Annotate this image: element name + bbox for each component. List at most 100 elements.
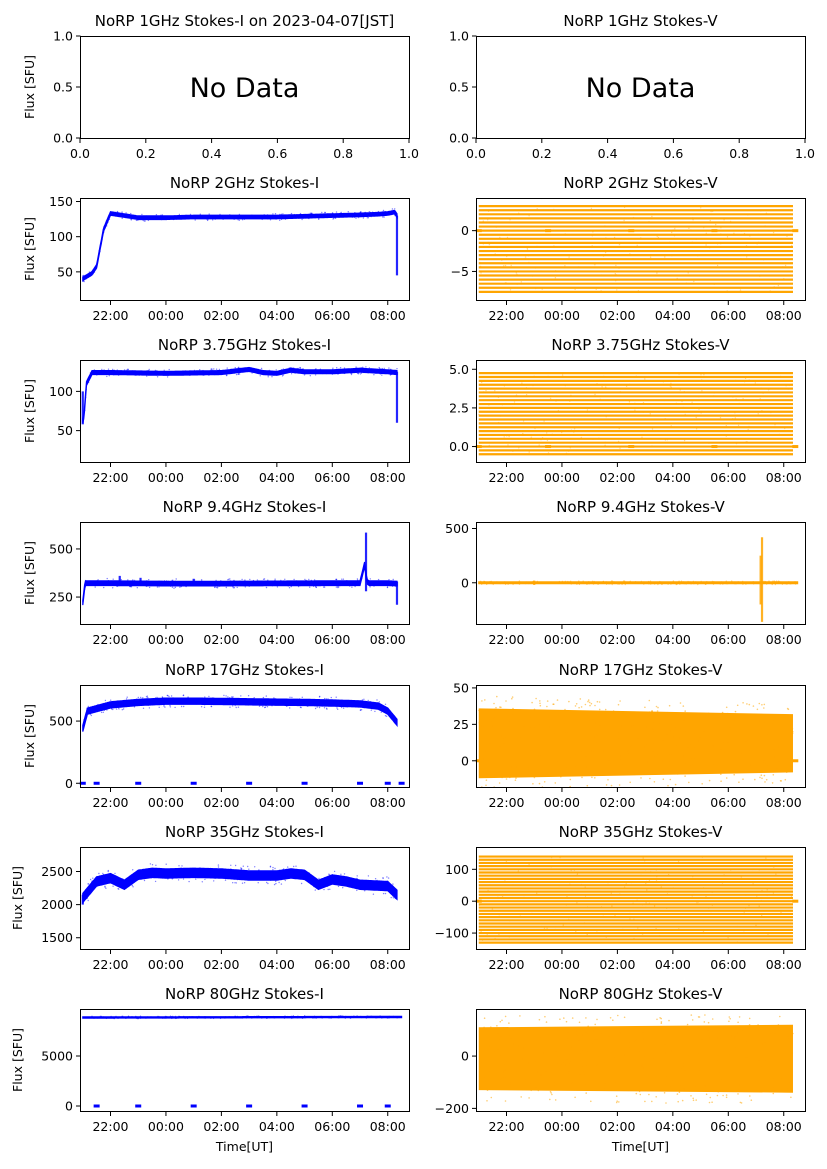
- data-point: [483, 1076, 485, 1078]
- x-tick-label: 06:00: [710, 308, 746, 323]
- data-point: [116, 1016, 118, 1018]
- data-point: [686, 1023, 689, 1026]
- data-point: [335, 696, 337, 698]
- data-point: [211, 869, 213, 872]
- data-point: [181, 869, 183, 871]
- data-point: [371, 213, 373, 216]
- x-tick-label: 06:00: [314, 308, 350, 323]
- data-point: [100, 243, 102, 245]
- data-point: [707, 712, 710, 715]
- data-point: [594, 1023, 596, 1026]
- data-point: [167, 697, 169, 700]
- data-point: [641, 436, 643, 438]
- data-point: [308, 217, 310, 220]
- data-point: [332, 212, 334, 214]
- data-point: [513, 401, 516, 403]
- data-point: [508, 1022, 510, 1024]
- data-point: [235, 582, 237, 585]
- data-point: [384, 210, 386, 213]
- data-point: [768, 581, 770, 584]
- data-point: [90, 710, 92, 712]
- data-point: [535, 697, 537, 700]
- data-point: [773, 1091, 775, 1093]
- data-point: [570, 583, 573, 585]
- data-point: [519, 929, 522, 931]
- data-point: [753, 770, 755, 772]
- data-point: [251, 1017, 253, 1019]
- data-point: [508, 1035, 511, 1037]
- data-point: [295, 865, 297, 867]
- data-point: [250, 875, 252, 877]
- data-point: [166, 1015, 168, 1018]
- data-point: [478, 721, 481, 724]
- data-point: [322, 704, 324, 706]
- data-point: [272, 213, 274, 215]
- data-point: [295, 583, 297, 585]
- data-point: [538, 1018, 541, 1021]
- data-point: [513, 932, 516, 934]
- data-point: [657, 754, 659, 756]
- data-point: [683, 758, 685, 761]
- data-point: [394, 212, 396, 214]
- data-point: [612, 710, 615, 712]
- data-point: [712, 583, 715, 585]
- data-point: [511, 697, 513, 700]
- data-point: [680, 743, 683, 746]
- data-point: [764, 580, 767, 583]
- data-point: [621, 763, 624, 765]
- no-data-message: No Data: [586, 73, 696, 104]
- data-point: [335, 701, 337, 703]
- data-point: [792, 731, 794, 733]
- data-point: [734, 1035, 736, 1037]
- series-band-0: [82, 867, 398, 905]
- data-point: [738, 765, 741, 768]
- data-point: [573, 1054, 575, 1057]
- data-point: [596, 383, 598, 385]
- data-point: [678, 928, 680, 930]
- data-point: [611, 905, 613, 907]
- y-tick-label: 0.0: [449, 439, 469, 454]
- data-point: [767, 933, 769, 935]
- data-point: [368, 367, 371, 369]
- data-point: [755, 924, 757, 926]
- data-point: [649, 777, 651, 780]
- data-point: [203, 706, 206, 708]
- data-point: [518, 580, 521, 582]
- data-point: [649, 580, 652, 582]
- data-point: [84, 409, 86, 412]
- data-point: [569, 757, 572, 759]
- data-point: [308, 872, 311, 874]
- data-point: [90, 708, 92, 710]
- data-point: [86, 583, 89, 586]
- data-point: [600, 906, 603, 908]
- data-point: [790, 287, 793, 290]
- data-point: [238, 372, 240, 374]
- data-point: [208, 695, 210, 698]
- data-point: [100, 881, 102, 884]
- data-point: [576, 1033, 579, 1035]
- data-point: [481, 726, 484, 728]
- data-point: [595, 288, 597, 290]
- data-point: [575, 753, 578, 756]
- data-point: [388, 1016, 390, 1018]
- data-point: [240, 695, 242, 697]
- data-point: [546, 705, 548, 708]
- data-point: [132, 579, 134, 581]
- data-point: [363, 882, 366, 884]
- data-point: [758, 905, 760, 907]
- data-point: [597, 1056, 599, 1058]
- data-point: [122, 373, 124, 375]
- data-point: [491, 908, 494, 910]
- data-point: [732, 1041, 734, 1044]
- data-point: [670, 386, 672, 388]
- data-point: [98, 872, 100, 875]
- data-point: [102, 231, 105, 234]
- data-point: [382, 892, 385, 895]
- data-point: [369, 706, 372, 708]
- data-point: [698, 740, 700, 742]
- data-point: [343, 873, 346, 875]
- data-point: [586, 583, 589, 585]
- x-tick-label: 08:00: [370, 470, 406, 485]
- data-point: [514, 238, 516, 240]
